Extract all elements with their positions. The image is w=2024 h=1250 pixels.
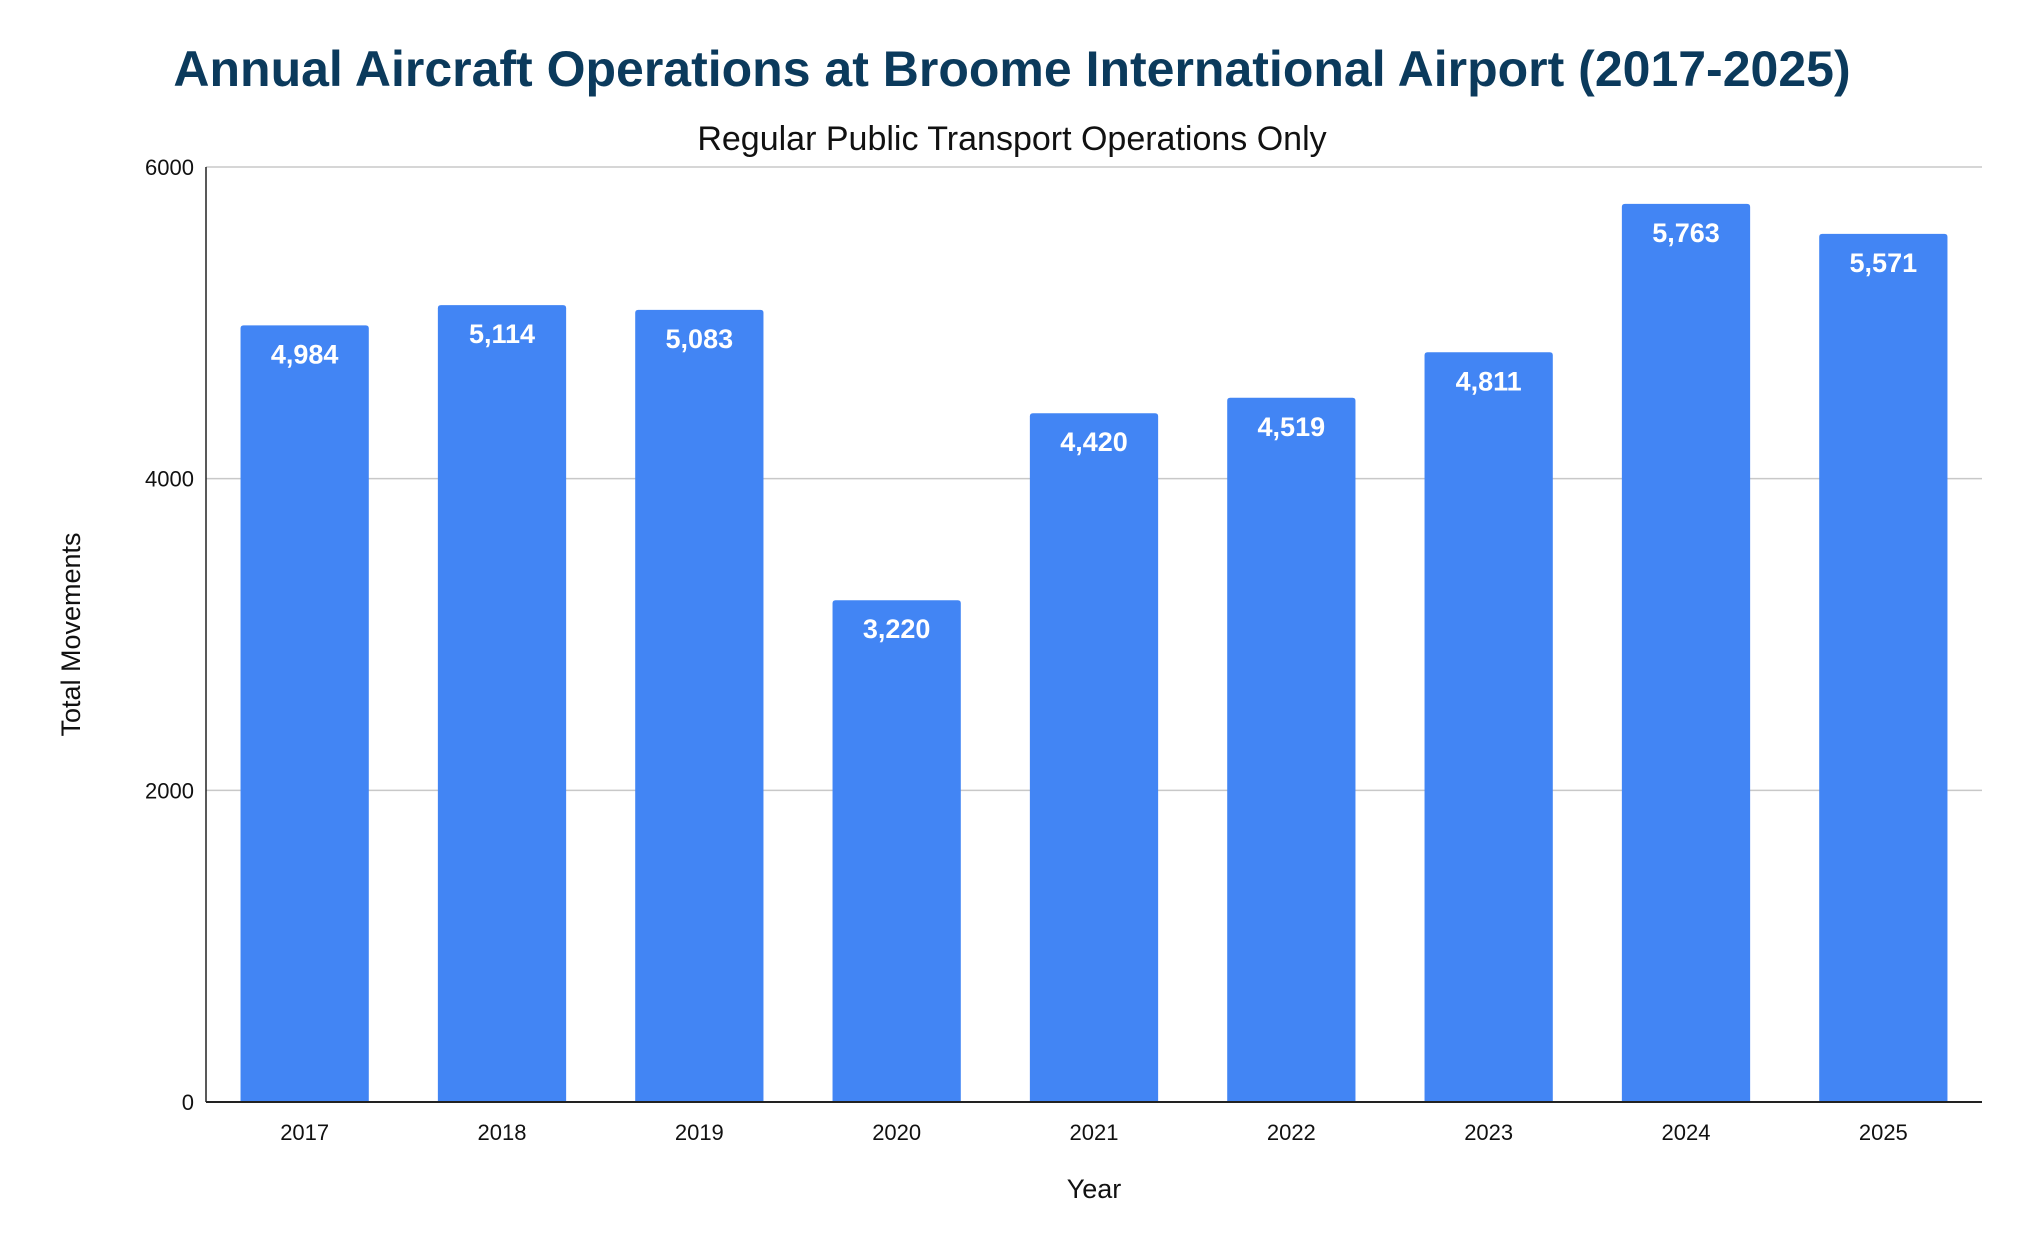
- chart-title: Annual Aircraft Operations at Broome Int…: [173, 41, 1851, 97]
- x-tick-label: 2022: [1267, 1120, 1316, 1145]
- x-tick-label: 2017: [280, 1120, 329, 1145]
- data-label-2023: 4,811: [1456, 366, 1522, 396]
- data-labels: 4,984 5,114 5,083 3,220 4,420 4,519 4,811 5,763…: [271, 218, 1917, 644]
- data-label-2021: 4,420: [1060, 427, 1128, 457]
- data-label-2022: 4,519: [1258, 412, 1326, 442]
- data-label-2018: 5,114: [469, 319, 535, 349]
- data-label-2025: 5,571: [1850, 248, 1918, 278]
- y-tick-label: 6000: [145, 155, 194, 180]
- y-tick-label: 2000: [145, 778, 194, 803]
- bar-2024: [1621, 203, 1751, 1102]
- axes: 0 2000 4000 6000 2017 2018 2019 2020 2021 2022 202…: [145, 155, 1982, 1145]
- x-tick-label: 2023: [1464, 1120, 1513, 1145]
- x-tick-label: 2025: [1859, 1120, 1908, 1145]
- bar-2020: [832, 600, 961, 1102]
- x-tick-label: 2018: [478, 1120, 527, 1145]
- y-axis-title: Total Movements: [56, 532, 86, 736]
- x-tick-label: 2021: [1070, 1120, 1119, 1145]
- data-label-2024: 5,763: [1652, 218, 1720, 248]
- bar-2023: [1424, 352, 1553, 1102]
- bar-2021: [1029, 413, 1159, 1102]
- data-label-2017: 4,984: [271, 339, 339, 369]
- x-axis-title: Year: [1067, 1174, 1122, 1204]
- bars: [240, 203, 1948, 1103]
- bar-2022: [1227, 397, 1356, 1102]
- bar-2019: [635, 309, 764, 1102]
- data-label-2020: 3,220: [863, 614, 931, 644]
- y-tick-label: 0: [182, 1090, 194, 1115]
- chart-subtitle: Regular Public Transport Operations Only: [697, 120, 1327, 158]
- x-tick-label: 2019: [675, 1120, 724, 1145]
- bar-2025: [1819, 233, 1948, 1103]
- data-label-2019: 5,083: [666, 324, 734, 354]
- x-tick-label: 2024: [1662, 1120, 1711, 1145]
- bar-2018: [437, 305, 567, 1102]
- y-tick-label: 4000: [145, 467, 194, 492]
- x-tick-label: 2020: [872, 1120, 921, 1145]
- bar-2017: [240, 325, 369, 1102]
